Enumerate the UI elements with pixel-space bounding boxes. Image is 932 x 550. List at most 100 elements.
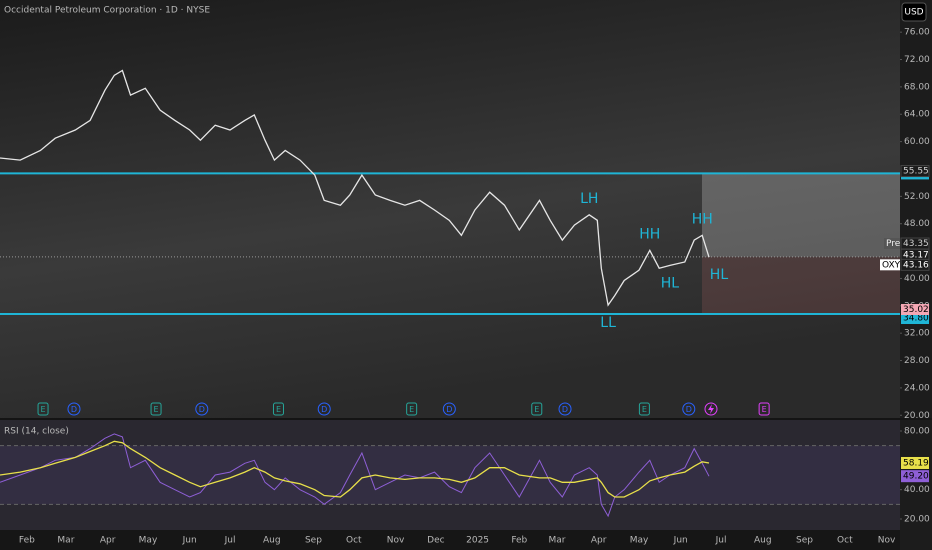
y-tick-label: 24.00: [904, 383, 930, 393]
price-tag: [901, 304, 929, 316]
event-icon: [558, 402, 572, 416]
x-tick-label: Sep: [305, 536, 322, 546]
event-letter: E: [154, 405, 159, 414]
y-tick-label: 32.00: [904, 329, 930, 339]
event-icon: [682, 402, 696, 416]
x-tick-label: Aug: [754, 536, 772, 546]
event-icon: [317, 402, 331, 416]
event-letter: E: [41, 405, 46, 414]
x-tick-label: 2025: [466, 536, 489, 546]
annotation: HL: [710, 267, 729, 283]
x-tick-label: May: [630, 536, 649, 546]
annotation: LL: [600, 315, 616, 331]
x-tick-label: Sep: [796, 536, 813, 546]
event-letter: E: [534, 405, 539, 414]
currency-button[interactable]: [901, 2, 927, 22]
x-tick-label: Nov: [878, 536, 896, 546]
rsi-pane: [0, 420, 900, 530]
rsi-y-tick-label: 20.00: [904, 515, 930, 525]
symbol-label: OXY: [882, 260, 901, 270]
rsi-band: [0, 445, 900, 505]
rsi-y-tick-label: 40.00: [904, 485, 930, 495]
y-tick-label: 72.00: [904, 55, 930, 65]
event-icon: [67, 402, 81, 416]
y-tick-label: 40.00: [904, 274, 930, 284]
level-label: 34.80: [903, 314, 929, 324]
x-tick-label: Oct: [837, 536, 853, 546]
annotation: LH: [580, 191, 598, 207]
event-icon: [531, 402, 543, 416]
rsi-y-tick-label: 80.00: [904, 427, 930, 437]
rsi-tag: [901, 456, 929, 469]
event-icon: [758, 402, 770, 416]
x-tick-label: Jul: [715, 536, 727, 546]
pre-label: Pre: [886, 239, 901, 249]
x-tick-label: Jun: [673, 536, 688, 546]
rsi-ma-line: [0, 440, 710, 498]
price-tag: [900, 258, 930, 271]
x-tick-label: Dec: [427, 536, 444, 546]
chart-title: Occidental Petroleum Corporation · 1D · …: [4, 6, 210, 16]
level-tag: [901, 312, 929, 325]
event-letter: D: [686, 405, 692, 414]
y-tick-label: 60.00: [904, 137, 930, 147]
y-tick-label: 48.00: [904, 219, 930, 229]
position-target: [701, 173, 900, 257]
event-letter: E: [409, 405, 414, 414]
event-icon: [272, 402, 284, 416]
x-tick-label: Oct: [346, 536, 362, 546]
event-letter: E: [762, 405, 767, 414]
position-stop: [701, 256, 900, 315]
y-tick-label: 20.00: [904, 411, 930, 421]
lightning-icon: [704, 402, 718, 416]
currency: USD: [904, 8, 923, 18]
y-tick-label: 68.00: [904, 82, 930, 92]
x-tick-label: Mar: [57, 536, 74, 546]
x-tick-label: Jun: [182, 536, 197, 546]
rsi-tag-label: 49.20: [903, 472, 929, 482]
event-letter: D: [562, 405, 568, 414]
price-tag: [900, 165, 930, 178]
rsi-tag-label: 58.19: [903, 458, 929, 468]
price-tag-label: 35.02: [903, 305, 929, 315]
event-icon: [150, 402, 162, 416]
x-tick-label: May: [139, 536, 158, 546]
x-tick-label: Nov: [387, 536, 405, 546]
event-letter: D: [199, 405, 205, 414]
event-letter: D: [321, 405, 327, 414]
annotation: HH: [639, 226, 660, 242]
x-tick-label: Mar: [548, 536, 565, 546]
x-tick-label: Aug: [263, 536, 281, 546]
event-icon: [638, 402, 650, 416]
price-tag-label: 55.55: [903, 167, 929, 177]
price-tag-label: 43.16: [903, 260, 929, 270]
y-tick-label: 28.00: [904, 356, 930, 366]
x-tick-label: Feb: [511, 536, 527, 546]
price-tag-label: 43.17: [903, 250, 929, 260]
rsi-title: RSI (14, close): [4, 427, 69, 437]
event-letter: E: [642, 405, 647, 414]
price-pane: [0, 0, 900, 418]
y-tick-label: 76.00: [904, 28, 930, 38]
y-tick-label: 64.00: [904, 110, 930, 120]
symbol-tag: [880, 259, 900, 271]
event-icon: [406, 402, 418, 416]
event-icon: [195, 402, 209, 416]
event-icon: [442, 402, 456, 416]
rsi-line: [0, 433, 710, 518]
event-letter: D: [446, 405, 452, 414]
price-tag-label: 43.35: [903, 239, 929, 249]
x-tick-label: Jul: [224, 536, 236, 546]
annotation: HH: [692, 211, 713, 227]
x-tick-label: Feb: [19, 536, 35, 546]
event-letter: E: [276, 405, 281, 414]
event-icon: [37, 402, 49, 416]
rsi-tag: [901, 470, 929, 483]
price-line: [0, 69, 710, 307]
x-tick-label: Apr: [591, 536, 607, 546]
x-tick-label: Apr: [100, 536, 116, 546]
annotation: HL: [661, 275, 680, 291]
pre-tag: [884, 238, 900, 250]
